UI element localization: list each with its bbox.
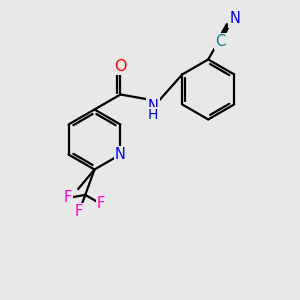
Text: N: N — [230, 11, 240, 26]
Text: F: F — [63, 190, 72, 206]
Text: N: N — [148, 99, 158, 114]
Text: N: N — [115, 147, 126, 162]
Text: F: F — [97, 196, 105, 211]
Text: F: F — [75, 204, 83, 219]
Text: C: C — [215, 34, 225, 49]
Text: H: H — [148, 108, 158, 122]
Text: O: O — [114, 59, 127, 74]
